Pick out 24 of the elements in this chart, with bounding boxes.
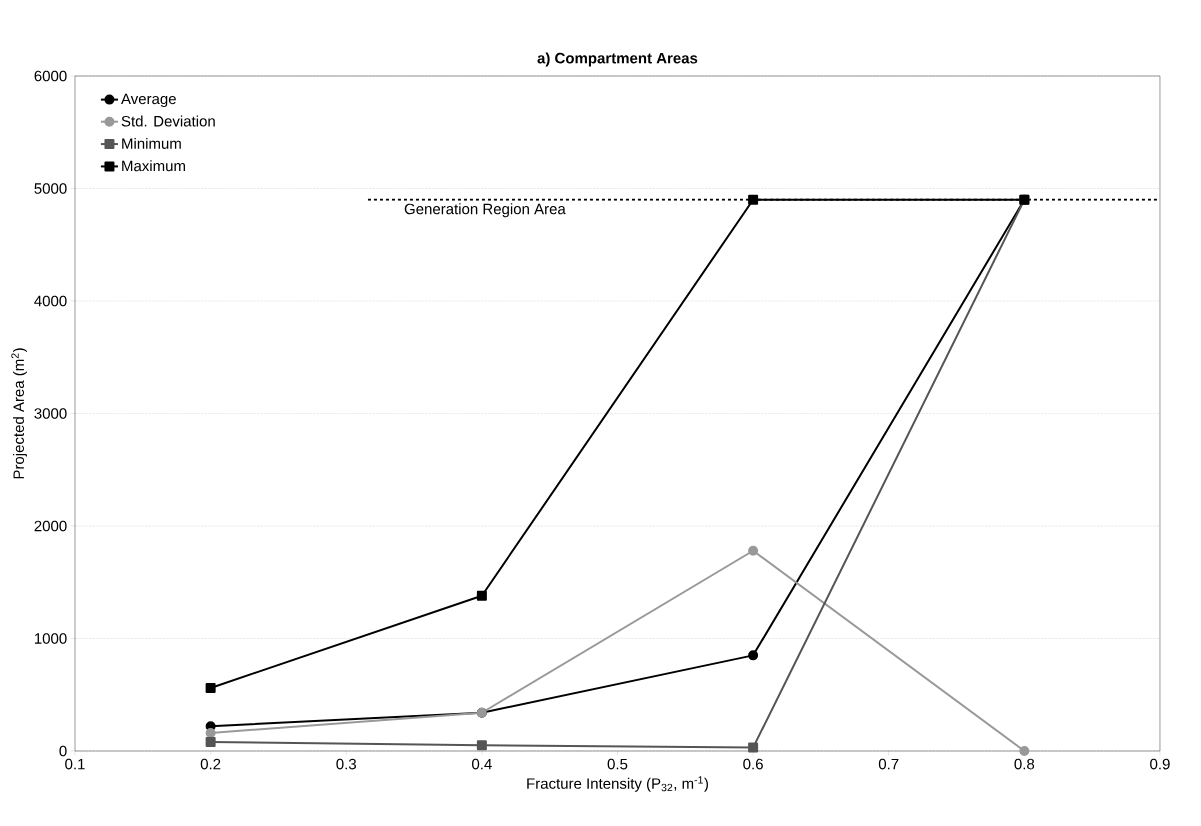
y-tick-label: 2000 (34, 520, 67, 532)
x-tick-label: 0.7 (878, 758, 899, 770)
x-tick-label: 0.3 (336, 758, 357, 770)
y-tick-label: 0 (59, 745, 67, 757)
x-tick-label: 0.8 (1014, 758, 1035, 770)
x-tick-label: 0.5 (607, 758, 628, 770)
legend-label: Minimum (122, 137, 181, 149)
y-axis-title: Projected Area (m$^{2}$) (11, 348, 27, 479)
x-axis-title: Fracture Intensity (P$_{32}$, m$^{-1}$) (527, 776, 708, 792)
y-tick-label: 5000 (34, 183, 67, 194)
legend-label: Maximum (122, 160, 185, 172)
y-tick-label: 4000 (34, 295, 67, 307)
x-tick-label: 0.4 (472, 758, 492, 770)
x-tick-label: 0.1 (65, 758, 85, 770)
y-tick-label: 6000 (34, 70, 67, 82)
y-tick-label: 3000 (34, 408, 67, 419)
y-tick-label: 1000 (34, 633, 67, 644)
legend-label: Average (121, 93, 176, 108)
x-tick-label: 0.2 (200, 758, 221, 770)
x-tick-label: 0.9 (1150, 758, 1170, 770)
x-tick-label: 0.6 (743, 758, 763, 770)
chart-title: a) Compartment Areas (537, 52, 698, 67)
ref-line-label: Generation Region Area (404, 203, 566, 218)
legend-label: Std. Deviation (121, 115, 215, 127)
